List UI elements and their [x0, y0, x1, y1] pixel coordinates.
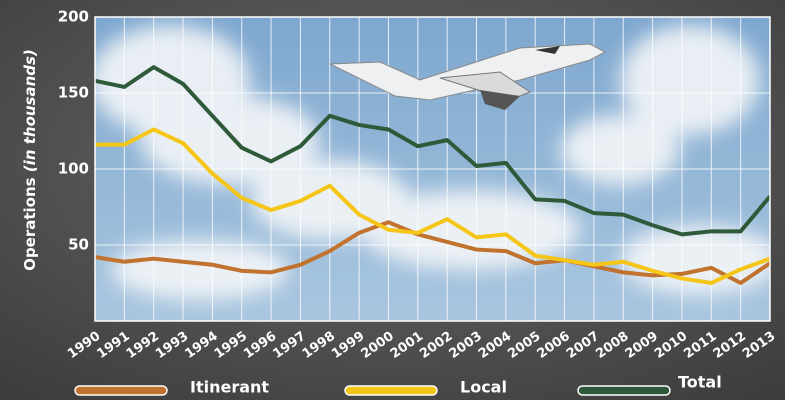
- legend-label: Itinerant: [190, 378, 269, 397]
- airplane: [329, 43, 607, 110]
- legend-swatch: [577, 385, 671, 396]
- legend-label: Total: [678, 373, 722, 392]
- plot-border: [94, 16, 771, 322]
- y-tick-label: 100: [58, 160, 89, 178]
- lines: [94, 65, 772, 285]
- legend-swatch: [74, 385, 168, 396]
- y-axis-title-note: (in thousands): [21, 49, 39, 172]
- y-tick-label: 50: [68, 236, 89, 254]
- y-axis-title-main: Operations: [21, 177, 39, 270]
- y-tick-label: 150: [58, 84, 89, 102]
- series-line: [95, 127, 771, 285]
- y-tick-label: 200: [58, 8, 89, 26]
- series-line: [94, 220, 772, 285]
- series-line: [94, 65, 772, 237]
- y-axis-title: Operations (in thousands): [21, 49, 39, 271]
- legend-swatch: [344, 385, 438, 396]
- legend-label: Local: [460, 378, 507, 397]
